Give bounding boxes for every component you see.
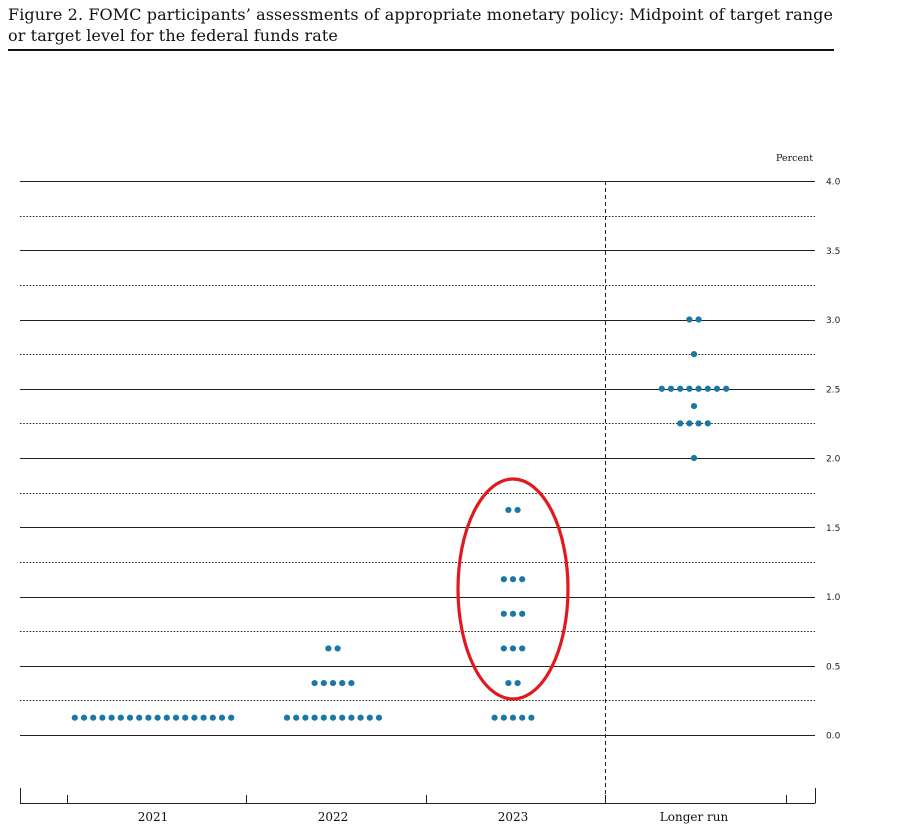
data-dot xyxy=(228,714,235,721)
data-dot xyxy=(320,714,327,721)
data-dot xyxy=(366,714,373,721)
data-dot xyxy=(514,506,521,514)
data-dot xyxy=(519,714,526,721)
data-dot xyxy=(686,385,693,392)
figure-title: Figure 2. FOMC participants’ assessments… xyxy=(8,4,838,46)
data-dot xyxy=(500,714,507,721)
x-category-label: 2022 xyxy=(318,810,349,824)
data-dot xyxy=(686,420,693,427)
y-unit-label: Percent xyxy=(776,153,813,164)
data-dot xyxy=(325,645,332,652)
data-dot xyxy=(99,714,106,721)
figure-title-line-2: or target level for the federal funds ra… xyxy=(8,26,338,45)
data-dot xyxy=(690,351,698,358)
data-dot xyxy=(500,610,507,617)
dots-layer xyxy=(71,316,730,721)
data-dot xyxy=(509,714,517,721)
y-tick-label: 1.5 xyxy=(826,524,840,534)
data-dot xyxy=(182,714,189,721)
data-dot xyxy=(519,576,526,583)
data-dot xyxy=(145,714,152,721)
data-dot xyxy=(209,714,216,721)
annotation-layer xyxy=(456,477,570,701)
data-dot xyxy=(339,679,346,687)
data-dot xyxy=(713,385,721,392)
data-dot xyxy=(375,714,383,721)
data-dot xyxy=(528,714,535,721)
data-dot xyxy=(695,316,702,323)
data-dot xyxy=(690,402,698,410)
data-dot xyxy=(357,714,364,721)
data-dot xyxy=(509,610,517,617)
y-tick-label: 4.0 xyxy=(826,178,841,188)
data-dot xyxy=(283,714,291,721)
data-dot xyxy=(71,714,78,721)
y-tick-label: 1.0 xyxy=(826,593,841,603)
data-dot xyxy=(126,714,134,721)
data-dot xyxy=(311,714,318,721)
data-dot xyxy=(339,714,346,721)
x-category-label: 2023 xyxy=(498,810,529,824)
x-category-label: Longer run xyxy=(660,810,729,824)
data-dot xyxy=(509,645,517,652)
data-dot xyxy=(519,610,526,617)
y-tick-label: 0.5 xyxy=(826,662,840,672)
figure-title-line-1: Figure 2. FOMC participants’ assessments… xyxy=(8,5,834,24)
data-dot xyxy=(108,714,115,721)
data-dot xyxy=(80,714,88,721)
data-dot xyxy=(154,714,161,721)
data-dot xyxy=(172,714,180,721)
data-dot xyxy=(505,506,512,514)
y-tick-label: 0.0 xyxy=(826,732,841,742)
data-dot xyxy=(200,714,207,721)
data-dot xyxy=(723,385,730,392)
data-dot xyxy=(500,576,507,583)
data-dot xyxy=(329,714,337,721)
data-dot xyxy=(695,420,702,427)
data-dot xyxy=(667,385,675,392)
data-dot xyxy=(293,714,300,721)
y-tick-label: 3.0 xyxy=(826,316,841,326)
data-dot xyxy=(348,679,355,687)
data-dot xyxy=(686,316,693,323)
data-dot xyxy=(163,714,170,721)
data-dot xyxy=(320,679,327,687)
data-dot xyxy=(311,679,318,687)
y-tick-label: 2.5 xyxy=(826,385,840,395)
data-dot xyxy=(491,714,498,721)
data-dot xyxy=(677,385,684,392)
x-category-label: 2021 xyxy=(138,810,169,824)
y-tick-label: 2.0 xyxy=(826,455,841,465)
data-dot xyxy=(90,714,97,721)
data-dot xyxy=(704,385,711,392)
data-dot xyxy=(514,679,521,687)
data-dot xyxy=(677,420,684,427)
data-dot xyxy=(509,576,517,583)
data-dot xyxy=(117,714,124,721)
data-dot xyxy=(302,714,309,721)
data-dot xyxy=(329,679,337,687)
highlight-ellipse xyxy=(456,477,570,701)
x-axis: 2021 2022 2023 Longer run xyxy=(20,181,816,824)
data-dot xyxy=(348,714,355,721)
y-axis: 4.0 3.5 3.0 2.5 2.0 1.5 1.0 0.5 0.0 Percent xyxy=(776,153,841,742)
data-dot xyxy=(136,714,143,721)
data-dot xyxy=(334,645,341,652)
data-dot xyxy=(695,385,702,392)
data-dot xyxy=(658,385,665,392)
data-dot xyxy=(218,714,226,721)
data-dot xyxy=(704,420,711,427)
data-dot xyxy=(191,714,198,721)
data-dot xyxy=(500,645,507,652)
y-tick-label: 3.5 xyxy=(826,247,840,257)
data-dot xyxy=(519,645,526,652)
data-dot xyxy=(690,454,698,462)
title-rule xyxy=(8,49,834,51)
data-dot xyxy=(505,679,512,687)
